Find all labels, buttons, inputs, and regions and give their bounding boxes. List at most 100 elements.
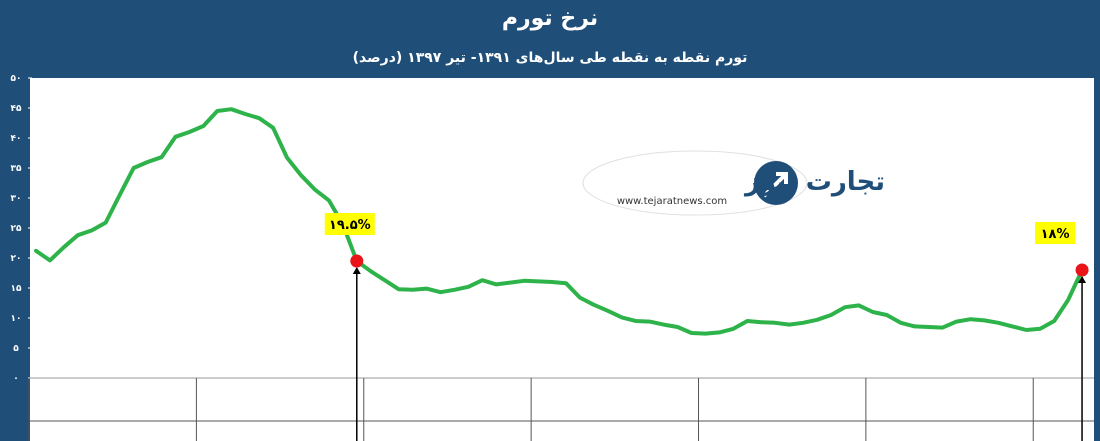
x-tick-label: فروردین bbox=[869, 383, 877, 407]
y-tick-label: ۳۰ bbox=[11, 194, 22, 204]
x-tick-label: آبان bbox=[463, 382, 472, 394]
x-tick-label: مرداد bbox=[757, 383, 765, 399]
x-tick-label: شهریور bbox=[939, 383, 947, 406]
logo-name: تجارت نیوز bbox=[743, 167, 885, 197]
annotation-label: ۱۸% bbox=[1041, 227, 1070, 242]
x-tick-label: خرداد bbox=[60, 383, 68, 399]
x-tick-label: مهر bbox=[116, 383, 124, 395]
x-tick-label: تیر bbox=[409, 383, 417, 392]
year-label: ۱۳۹۱ bbox=[103, 426, 123, 435]
x-tick-label: تیر bbox=[911, 383, 919, 392]
x-tick-label: آبان bbox=[631, 382, 640, 394]
logo: تجارت نیوز www.tejaratnews.com bbox=[582, 150, 885, 216]
x-tick-label: دی bbox=[492, 383, 500, 392]
x-tick-label: آبان bbox=[129, 382, 138, 394]
series-group bbox=[34, 107, 1085, 336]
x-tick-label: بهمن bbox=[506, 383, 514, 398]
x-tick-label: تیر bbox=[241, 383, 249, 392]
y-axis: ۰ ۵ ۱۰ ۱۵ ۲۰ ۲۵ ۳۰ ۳۵ ۴۰ ۴۵ ۵۰ bbox=[11, 74, 32, 384]
annotation-arrow-head bbox=[352, 267, 361, 274]
x-tick-label: اسفند bbox=[855, 383, 863, 400]
x-tick-label: شهریور bbox=[102, 383, 110, 406]
x-tick-label: مهر bbox=[785, 383, 793, 395]
x-tick-label: بهمن bbox=[339, 383, 347, 398]
x-tick-label: شهریور bbox=[604, 383, 612, 406]
x-tick-label: آذر bbox=[645, 382, 654, 392]
x-tick-label: تیر bbox=[74, 383, 82, 392]
annotation-label: ۱۹.۵% bbox=[329, 218, 371, 233]
x-tick-label: آذر bbox=[477, 382, 486, 392]
annotations-group: ۱۹.۵% ۱۸% bbox=[324, 213, 1089, 441]
x-tick-label: اسفند bbox=[1022, 383, 1030, 400]
x-tick-label: دی bbox=[827, 383, 835, 392]
series-line bbox=[34, 107, 1085, 336]
y-tick-label: ۴۰ bbox=[11, 134, 22, 144]
y-tick-label: ۳۵ bbox=[11, 164, 22, 174]
x-tick-label: فروردین bbox=[534, 383, 542, 407]
x-tick-label: اردیبهشت bbox=[1050, 383, 1058, 412]
x-tick-label: خرداد bbox=[897, 383, 905, 399]
x-tick-label: دی bbox=[158, 383, 166, 392]
x-tick-label: اردیبهشت bbox=[883, 383, 891, 412]
x-tick-label: شهریور bbox=[436, 383, 444, 406]
x-tick-label: آبان bbox=[798, 382, 807, 394]
x-tick-label: شهریور bbox=[269, 383, 277, 406]
x-tick-label: خرداد bbox=[729, 383, 737, 399]
x-tick-label: خرداد bbox=[1064, 383, 1072, 399]
y-tick-label: ۱۵ bbox=[11, 284, 22, 294]
x-tick-label: بهمن bbox=[674, 383, 682, 398]
x-tick-label: آذر bbox=[812, 382, 821, 392]
y-tick-label: ۵۰ bbox=[11, 74, 22, 84]
x-tick-label: آذر bbox=[143, 382, 152, 392]
logo-url: www.tejaratnews.com bbox=[617, 196, 727, 207]
x-tick-label: تیر bbox=[576, 383, 584, 392]
x-tick-label: بهمن bbox=[841, 383, 849, 398]
x-tick-label: دی bbox=[660, 383, 668, 392]
x-tick-label: اسفند bbox=[185, 383, 193, 400]
chart-title: نرخ تورم bbox=[501, 6, 599, 31]
x-tick-label: مهر bbox=[953, 383, 961, 395]
x-tick-label: مهر bbox=[450, 383, 458, 395]
x-tick-label: مرداد bbox=[925, 383, 933, 399]
annotation-box bbox=[1035, 222, 1076, 244]
annotation-marker bbox=[1075, 263, 1089, 277]
x-tick-label: مهر bbox=[618, 383, 626, 395]
year-label: ۱۳۹۵ bbox=[772, 426, 792, 435]
y-tick-label: ۰ bbox=[13, 374, 19, 384]
arrow-up-right-icon bbox=[762, 172, 788, 198]
x-tick-label: دی bbox=[325, 383, 333, 392]
plot-area bbox=[30, 78, 1094, 378]
x-tick-label: مرداد bbox=[88, 383, 96, 399]
year-label: ۱۳۹۴ bbox=[605, 426, 625, 435]
x-tick-label: بهمن bbox=[1008, 383, 1016, 398]
x-tick-label: بهمن bbox=[171, 383, 179, 398]
x-tick-label: تیر bbox=[743, 383, 751, 392]
x-tick-label: اسفند bbox=[688, 383, 696, 400]
x-tick-label: مهر bbox=[283, 383, 291, 395]
y-tick-label: ۴۵ bbox=[11, 104, 22, 114]
x-tick-label: خرداد bbox=[395, 383, 403, 399]
x-tick-label: فروردین bbox=[199, 383, 207, 407]
x-axis: فروردین اردیبهشت خرداد تیر مرداد شهریور مهر آبا… bbox=[28, 377, 1094, 441]
x-tick-label: اسفند bbox=[520, 383, 528, 400]
x-tick-label: فروردین bbox=[1036, 383, 1044, 407]
x-tick-label: آبان bbox=[296, 382, 305, 394]
x-tick-label: دی bbox=[994, 383, 1002, 392]
x-axis-area bbox=[30, 378, 1094, 441]
annotation-arrow-head bbox=[1078, 276, 1087, 283]
x-tick-label: اردیبهشت bbox=[381, 383, 389, 412]
x-tick-label: فروردین bbox=[701, 383, 709, 407]
x-tick-label: اردیبهشت bbox=[46, 383, 54, 412]
x-tick-label: مرداد bbox=[255, 383, 263, 399]
chart-subtitle: تورم نقطه به نقطه طی سال‌های ۱۳۹۱- تیر ۱… bbox=[352, 50, 748, 66]
year-label: ۱۳۹۶ bbox=[940, 426, 960, 435]
x-tick-label: فروردین bbox=[32, 383, 40, 407]
x-tick-label: اردیبهشت bbox=[715, 383, 723, 412]
x-tick-label: اردیبهشت bbox=[548, 383, 556, 412]
x-tick-label: فروردین bbox=[367, 383, 375, 407]
annotation-box bbox=[324, 213, 375, 235]
x-tick-label: مرداد bbox=[590, 383, 598, 399]
x-tick-label: شهریور bbox=[771, 383, 779, 406]
